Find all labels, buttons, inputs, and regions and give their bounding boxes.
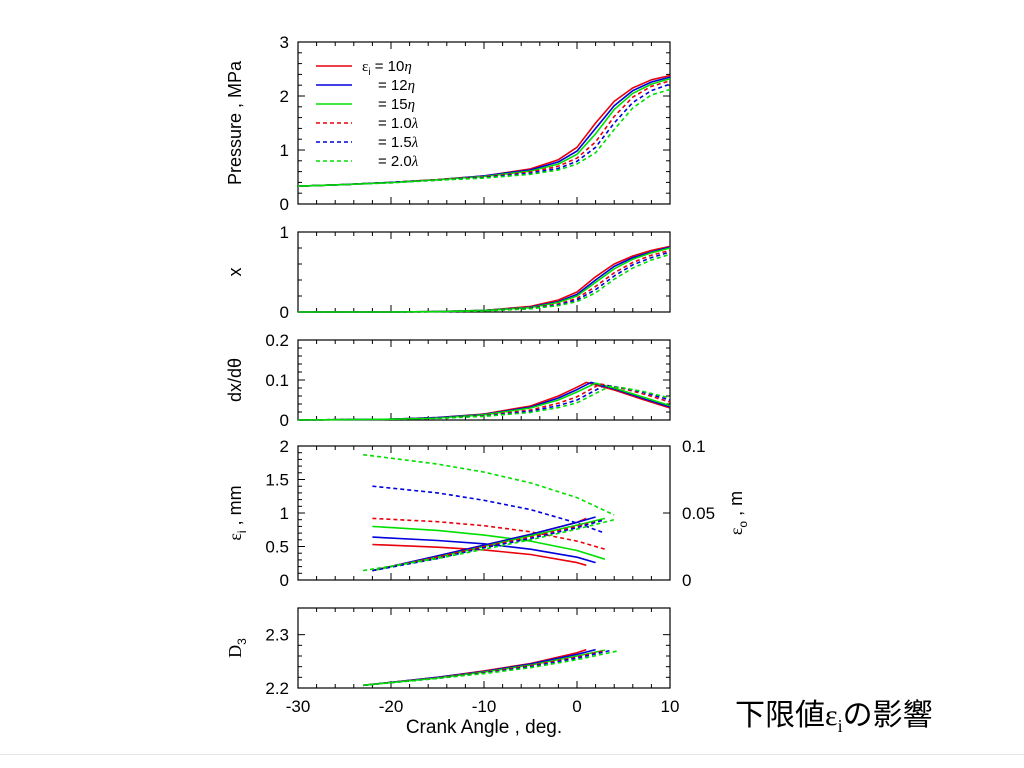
y-tick-label: 1 — [280, 504, 289, 523]
series-line-green-solid — [297, 382, 671, 421]
series-line-red-dashed — [363, 649, 606, 687]
series-line-green-solid — [372, 517, 606, 572]
series-line-green-dashed — [298, 253, 671, 313]
y-axis-label: εi , mm — [225, 485, 249, 540]
bottom-rule — [0, 754, 1024, 755]
series-line-red-dashed — [297, 80, 671, 187]
series-line-blue-dashed — [298, 251, 671, 313]
y-axis-label: D3 — [225, 638, 249, 658]
legend: εi = 10η= 12η = 15η = 1.0λ = 1.5λ = 2.0λ — [316, 58, 419, 170]
legend-label: εi = 10η — [362, 58, 412, 78]
series-line-blue-solid — [372, 516, 596, 572]
y2-tick-label: 0 — [682, 571, 691, 590]
y2-tick-label: 0.05 — [682, 504, 715, 523]
y-tick-label: 0 — [280, 303, 289, 322]
y-tick-label: 3 — [280, 33, 289, 52]
y-tick-label: 0.5 — [265, 538, 289, 557]
caption-before: 下限値 — [735, 698, 825, 733]
x-tick-label: 10 — [661, 697, 680, 716]
series-line-red-solid — [363, 648, 587, 687]
series-line-green-dashed — [297, 385, 671, 421]
y-tick-label: 0 — [280, 411, 289, 430]
y-axis-label: dx/dθ — [225, 358, 245, 402]
series-line-red-dashed — [298, 249, 671, 313]
caption-sub: i — [837, 716, 843, 736]
series-line-blue-dashed — [372, 518, 606, 572]
series-line-green-dashed — [297, 88, 671, 187]
y-tick-label: 1.5 — [265, 471, 289, 490]
series-line-green-dashed — [362, 453, 615, 516]
y2-axis-label: εo , m — [726, 491, 750, 535]
y-tick-label: 2 — [280, 437, 289, 456]
series-line-red-solid — [372, 543, 587, 567]
panel-frame — [297, 41, 671, 205]
y-tick-label: 1 — [280, 141, 289, 160]
caption-symbol: ε — [825, 699, 838, 732]
x-tick-label: 0 — [572, 697, 581, 716]
y-axis-label: x — [225, 268, 245, 277]
panel-frame — [297, 445, 671, 581]
legend-label: = 12η — [378, 77, 415, 94]
y-tick-label: 2 — [280, 87, 289, 106]
legend-label: = 1.5λ — [378, 134, 419, 151]
slide-caption: 下限値εiの影響 — [735, 690, 933, 737]
panel-epsilon: 0 0.5 1 1.5 2 εi , mm 0 0.05 0.1 εo , m — [225, 437, 750, 590]
panel-d3: 2.2 2.3 D3 -30 -20 -10 0 10 Crank Angle , deg. — [225, 607, 680, 738]
panel-dxdtheta: 0 0.1 0.2 dx/dθ — [225, 331, 671, 430]
panel-pressure: 0 1 2 3 Pressure , MPa — [225, 33, 671, 214]
series-line-blue-solid — [297, 76, 671, 187]
y-tick-label: 2.3 — [265, 626, 289, 645]
series-line-green-solid — [297, 77, 671, 187]
y-tick-label: 1 — [280, 223, 289, 242]
series-line-red-solid — [297, 74, 671, 187]
series-line-green-solid — [363, 649, 606, 687]
x-tick-label: -20 — [379, 697, 404, 716]
x-axis-label: Crank Angle , deg. — [406, 717, 562, 738]
legend-label: = 2.0λ — [378, 153, 419, 170]
legend-label: = 15η — [378, 96, 415, 113]
y2-tick-label: 0.1 — [682, 437, 706, 456]
panel-frame — [297, 339, 671, 421]
series-line-blue-solid — [363, 648, 596, 687]
y-axis-label: Pressure , MPa — [225, 60, 245, 185]
y-tick-label: 0.1 — [265, 371, 289, 390]
y-tick-label: 0 — [280, 195, 289, 214]
series-line-red-dashed — [372, 517, 606, 550]
series-line-green-solid — [298, 247, 671, 313]
caption-after: の影響 — [842, 698, 933, 733]
series-line-green-solid — [372, 525, 606, 560]
y-tick-label: 0.2 — [265, 331, 289, 350]
x-tick-label: -10 — [472, 697, 497, 716]
x-tick-label: -30 — [286, 697, 311, 716]
y-tick-label: 2.2 — [265, 679, 289, 698]
legend-label: = 1.0λ — [378, 115, 419, 132]
y-tick-label: 0 — [280, 571, 289, 590]
series-line-blue-solid — [372, 536, 596, 564]
series-line-blue-dashed — [297, 83, 671, 187]
panel-frame — [297, 607, 671, 689]
panel-x: 0 1 x — [225, 223, 671, 322]
series-line-red-dashed — [297, 383, 671, 421]
series-line-green-dashed — [362, 518, 615, 572]
